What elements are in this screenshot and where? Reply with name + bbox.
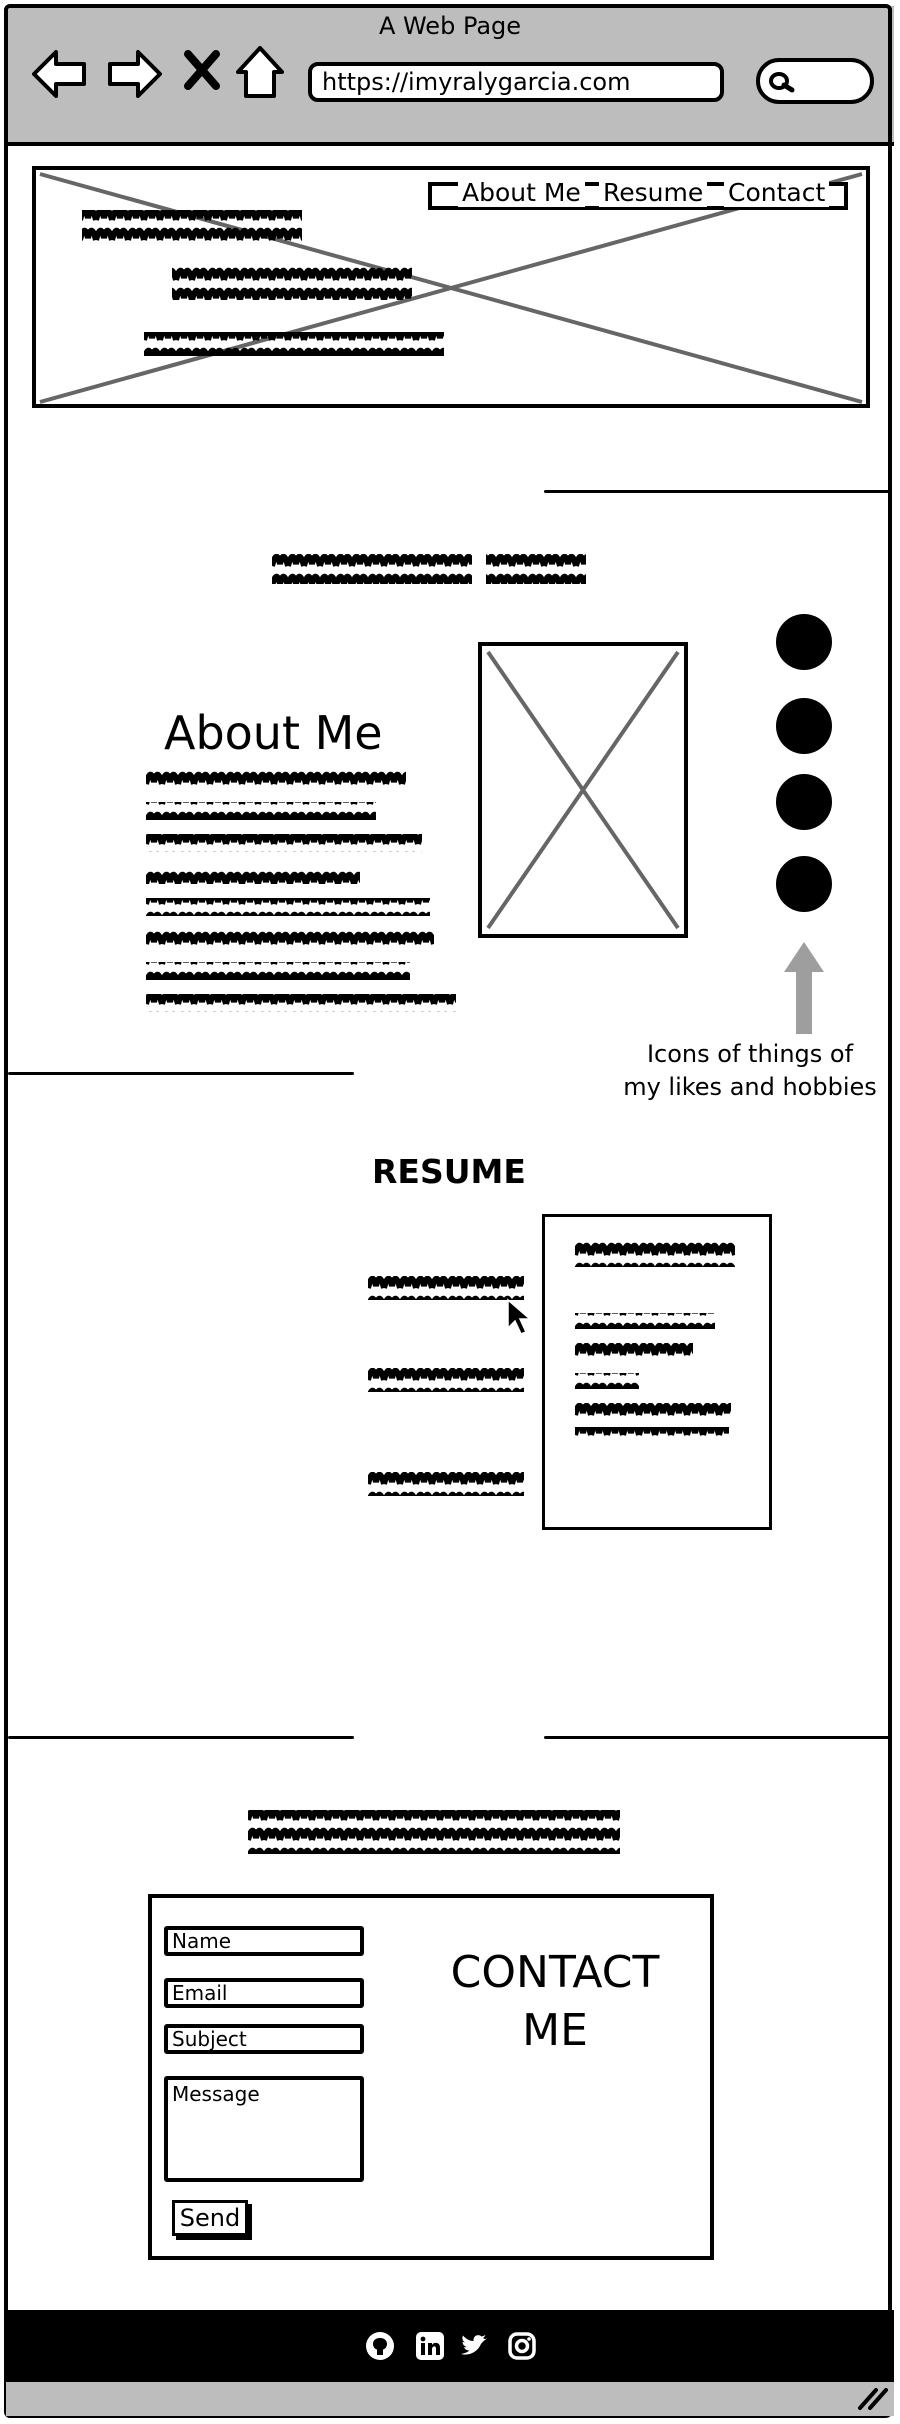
address-bar[interactable]: https://imyralygarcia.com	[308, 62, 724, 102]
about-heading: About Me	[164, 706, 383, 760]
browser-status-bar	[6, 2378, 894, 2416]
contact-heading: CONTACT ME	[420, 1944, 690, 2060]
nav-link-about[interactable]: About Me	[458, 178, 585, 207]
page-footer	[6, 2310, 894, 2378]
resume-item-1[interactable]	[368, 1274, 528, 1304]
section-divider	[8, 1736, 354, 1739]
arrow-up-icon	[784, 942, 824, 1034]
resume-preview-scribble	[575, 1241, 735, 1441]
name-field[interactable]: Name	[164, 1926, 364, 1956]
nav-link-contact[interactable]: Contact	[724, 178, 830, 207]
hobbies-caption: Icons of things of my likes and hobbies	[600, 1038, 900, 1104]
contact-subheading-scribble	[248, 1810, 620, 1854]
linkedin-icon[interactable]	[414, 2330, 446, 2362]
hobby-icon-3	[776, 774, 832, 830]
window-title: A Web Page	[378, 12, 522, 40]
about-subheading-scribble	[272, 554, 586, 584]
hobbies-caption-line2: my likes and hobbies	[623, 1073, 877, 1101]
home-icon[interactable]	[234, 44, 286, 100]
hobby-icon-4	[776, 856, 832, 912]
stop-icon[interactable]	[184, 50, 220, 90]
profile-photo-placeholder	[478, 642, 688, 938]
twitter-icon[interactable]	[458, 2330, 490, 2362]
forward-arrow-icon[interactable]	[104, 46, 164, 102]
github-icon[interactable]	[364, 2330, 396, 2362]
hobby-icon-1	[776, 614, 832, 670]
hobby-icon-2	[776, 698, 832, 754]
contact-heading-line2: ME	[522, 2005, 588, 2056]
back-arrow-icon[interactable]	[30, 46, 90, 102]
resume-preview-card	[542, 1214, 772, 1530]
contact-form-card	[148, 1894, 714, 2260]
section-divider	[8, 1072, 354, 1075]
email-field[interactable]: Email	[164, 1978, 364, 2008]
message-field[interactable]: Message	[164, 2076, 364, 2182]
subject-field[interactable]: Subject	[164, 2024, 364, 2054]
resize-grip-icon[interactable]	[854, 2384, 890, 2412]
nav-link-resume[interactable]: Resume	[599, 178, 708, 207]
browser-search-box[interactable]	[756, 58, 874, 104]
section-divider	[544, 490, 892, 493]
about-paragraph-scribble	[146, 770, 456, 1012]
instagram-icon[interactable]	[506, 2330, 538, 2362]
resume-heading: RESUME	[372, 1152, 526, 1191]
send-button[interactable]: Send	[172, 2200, 248, 2236]
cursor-icon	[507, 1298, 532, 1335]
resume-item-2[interactable]	[368, 1366, 528, 1396]
page-frame	[4, 4, 892, 2418]
hobbies-caption-line1: Icons of things of	[646, 1040, 854, 1068]
resume-item-3[interactable]	[368, 1470, 528, 1500]
section-divider	[544, 1736, 892, 1739]
search-icon	[769, 72, 795, 93]
contact-heading-line1: CONTACT	[450, 1947, 660, 1998]
